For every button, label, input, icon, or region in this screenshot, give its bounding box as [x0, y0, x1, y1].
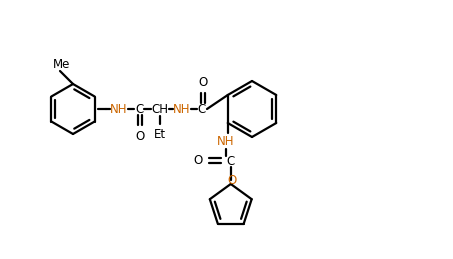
Text: O: O [193, 154, 202, 167]
Text: O: O [227, 175, 236, 188]
Text: O: O [198, 76, 207, 89]
Text: C: C [198, 103, 206, 116]
Text: Me: Me [53, 57, 70, 70]
Text: NH: NH [217, 134, 235, 147]
Text: C: C [226, 155, 235, 168]
Text: NH: NH [173, 103, 191, 116]
Text: Et: Et [154, 127, 166, 140]
Text: C: C [135, 103, 143, 116]
Text: O: O [135, 130, 145, 142]
Text: NH: NH [110, 103, 128, 116]
Text: CH: CH [151, 103, 169, 116]
